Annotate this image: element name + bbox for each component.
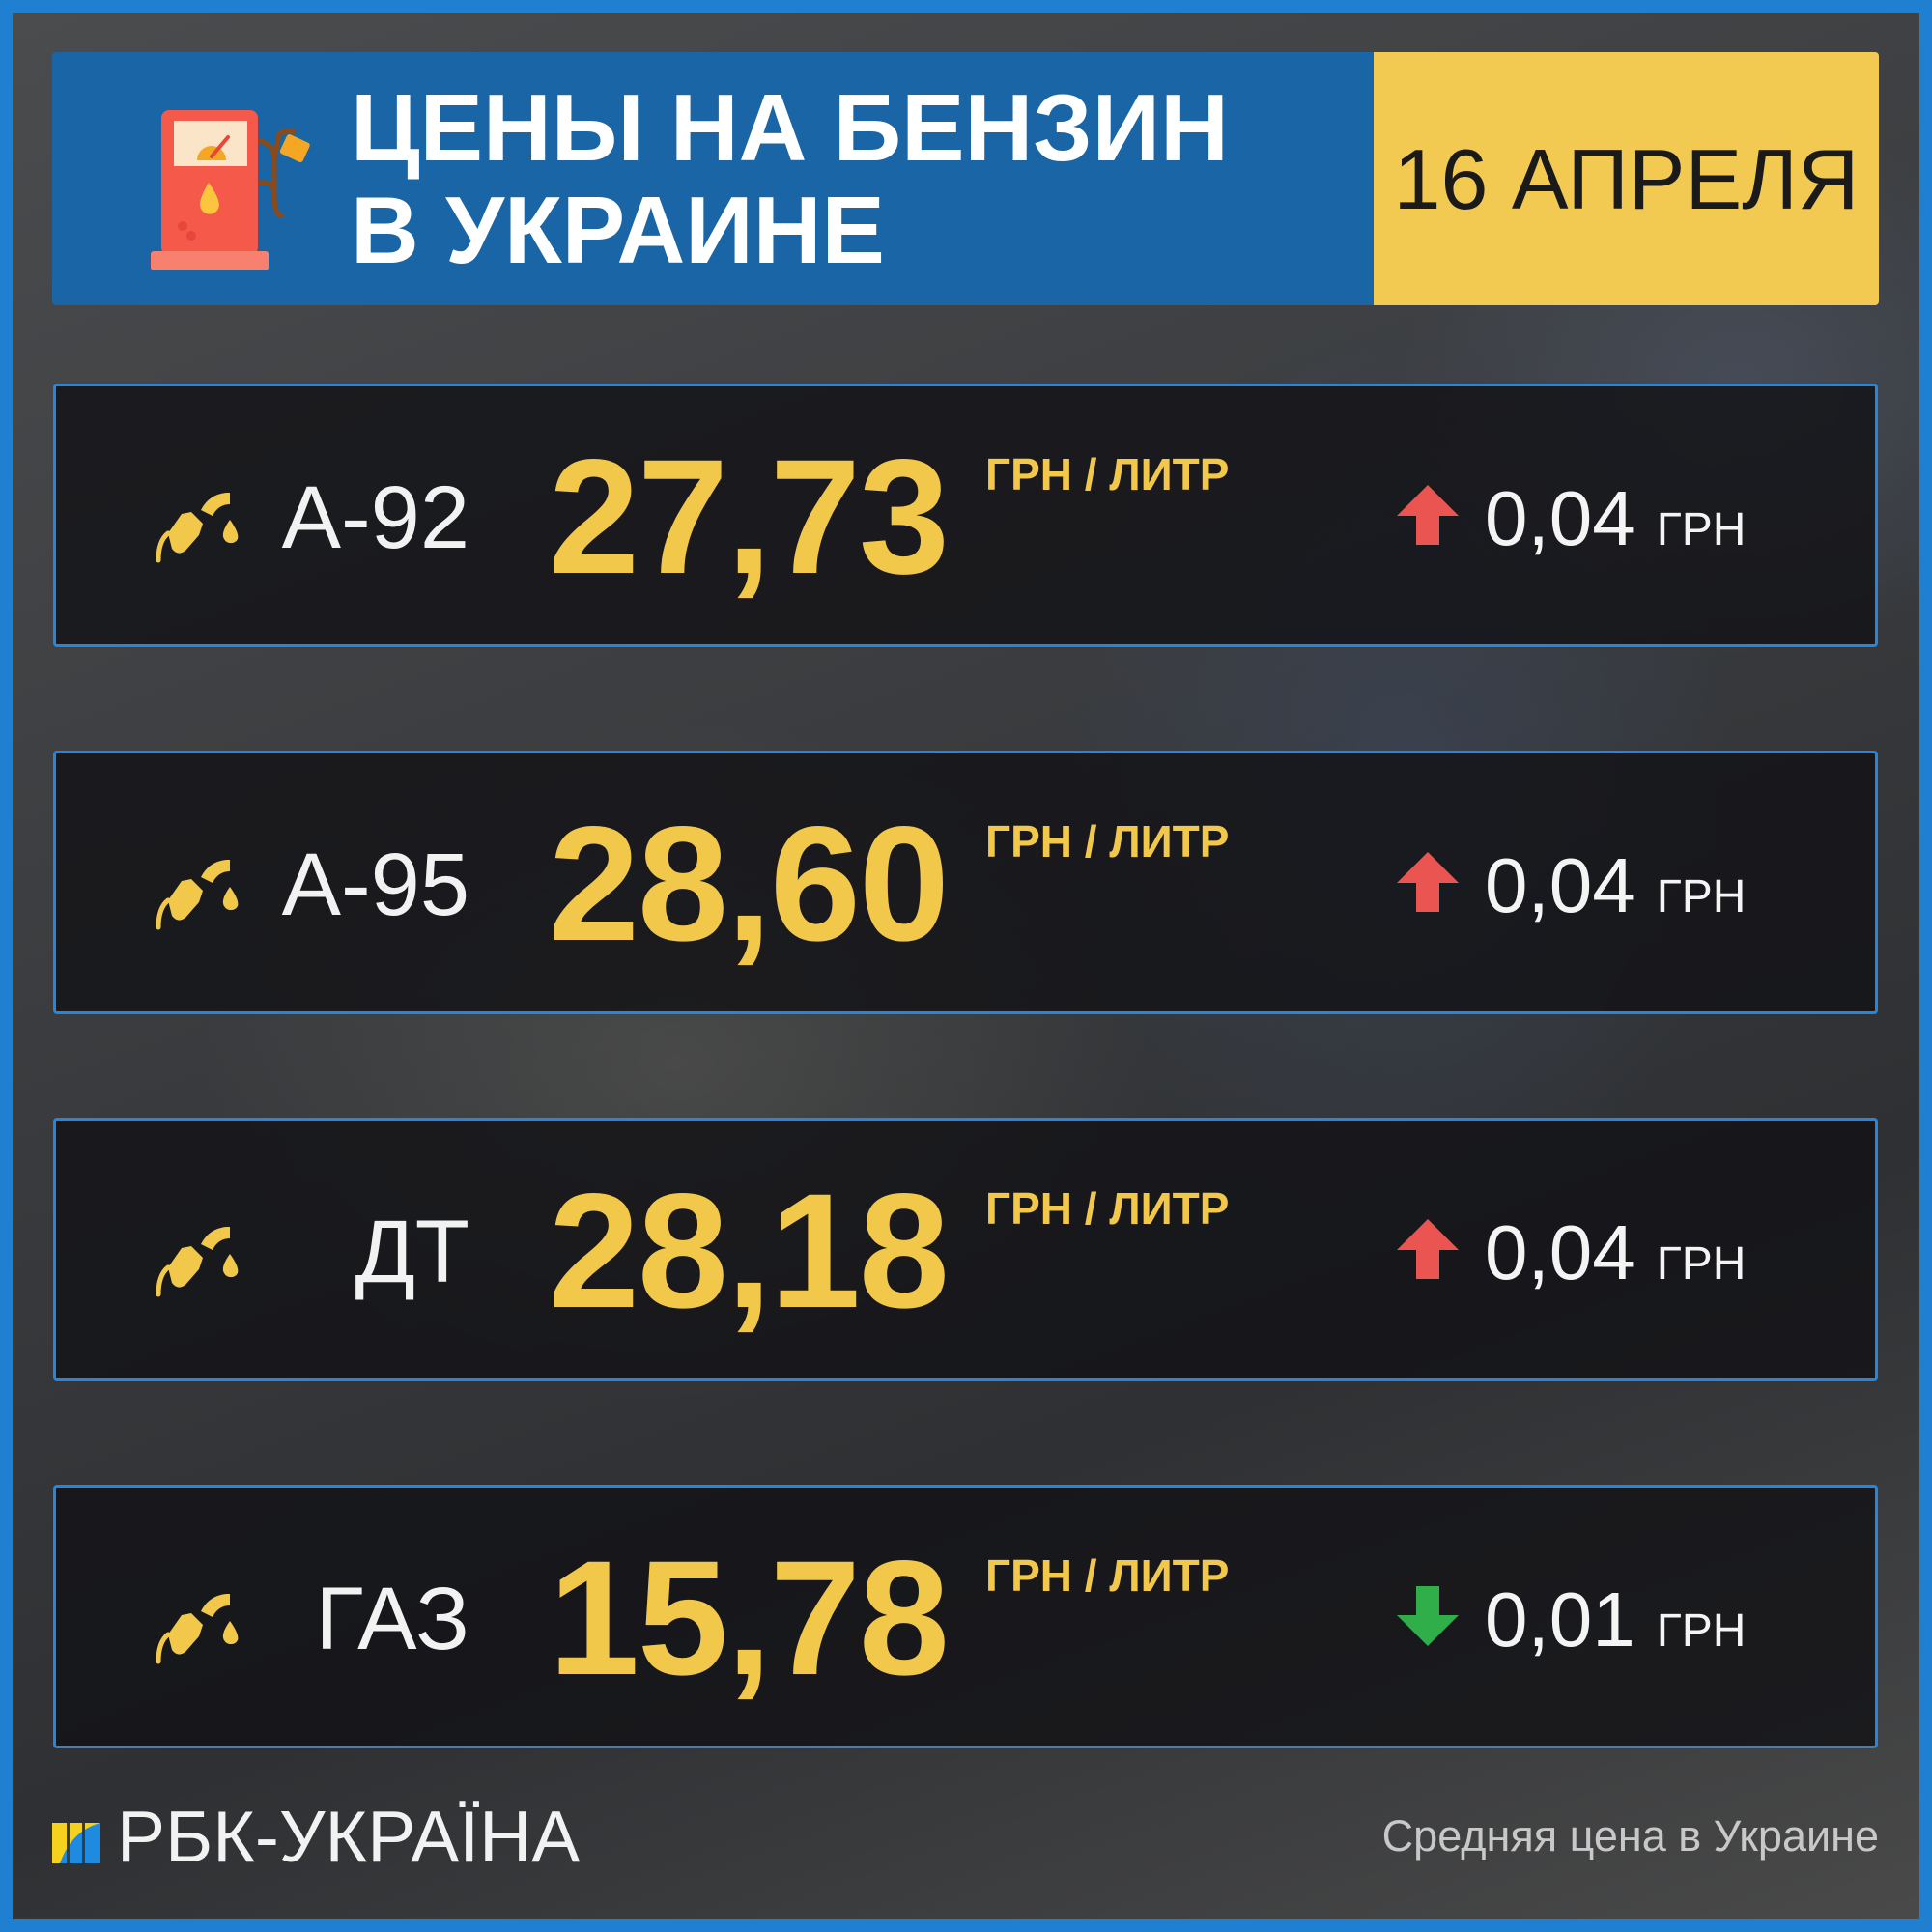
fuel-nozzle-icon	[156, 1594, 239, 1664]
fuel-nozzle-icon	[156, 493, 239, 563]
arrow-down-icon	[1397, 1586, 1459, 1646]
page-title: ЦЕНЫ НА БЕНЗИН В УКРАИНЕ	[351, 76, 1229, 281]
fuel-price-row: А-95 28,60 ГРН / ЛИТР 0,04 ГРН	[53, 751, 1878, 1014]
fuel-price-row: ГАЗ 15,78 ГРН / ЛИТР 0,01 ГРН	[53, 1485, 1878, 1748]
date-label: 16 АПРЕЛЯ	[1393, 131, 1860, 227]
fuel-nozzle-icon	[156, 860, 239, 930]
gas-pump-icon	[151, 110, 310, 270]
price-change: 0,04 ГРН	[1485, 847, 1746, 924]
arrow-up-icon	[1397, 485, 1459, 545]
change-currency: ГРН	[1656, 1605, 1747, 1657]
fuel-price-row: ДТ 28,18 ГРН / ЛИТР 0,04 ГРН	[53, 1118, 1878, 1381]
fuel-type: ГАЗ	[315, 1570, 469, 1668]
change-value: 0,04	[1485, 1209, 1635, 1295]
price-unit: ГРН / ЛИТР	[985, 816, 1230, 867]
price-change: 0,04 ГРН	[1485, 1214, 1746, 1292]
fuel-price: 28,60	[549, 792, 950, 975]
header-banner: ЦЕНЫ НА БЕНЗИН В УКРАИНЕ 16 АПРЕЛЯ	[52, 52, 1879, 305]
brand-name: РБК-УКРАЇНА	[117, 1796, 581, 1877]
change-value: 0,01	[1485, 1577, 1635, 1662]
change-value: 0,04	[1485, 475, 1635, 561]
change-currency: ГРН	[1656, 1238, 1747, 1290]
title-line-2: В УКРАИНЕ	[351, 177, 885, 283]
title-line-1: ЦЕНЫ НА БЕНЗИН	[351, 74, 1229, 181]
arrow-up-icon	[1397, 1219, 1459, 1279]
fuel-nozzle-icon	[156, 1227, 239, 1297]
price-change: 0,01 ГРН	[1485, 1581, 1746, 1659]
arrow-up-icon	[1397, 852, 1459, 912]
price-change: 0,04 ГРН	[1485, 480, 1746, 557]
fuel-price-row: А-92 27,73 ГРН / ЛИТР 0,04 ГРН	[53, 384, 1878, 647]
price-unit: ГРН / ЛИТР	[985, 449, 1230, 499]
footnote: Средняя цена в Украине	[1381, 1811, 1879, 1861]
fuel-price: 27,73	[549, 425, 950, 608]
change-currency: ГРН	[1656, 504, 1747, 555]
fuel-price: 28,18	[549, 1159, 950, 1342]
change-currency: ГРН	[1656, 871, 1747, 923]
fuel-price: 15,78	[549, 1526, 950, 1709]
fuel-type: ДТ	[355, 1203, 469, 1301]
date-box: 16 АПРЕЛЯ	[1374, 52, 1879, 305]
rbc-logo-icon	[52, 1823, 100, 1863]
fuel-type: А-95	[281, 836, 469, 934]
fuel-type: А-92	[281, 469, 469, 567]
change-value: 0,04	[1485, 842, 1635, 928]
price-unit: ГРН / ЛИТР	[985, 1183, 1230, 1234]
price-unit: ГРН / ЛИТР	[985, 1550, 1230, 1601]
